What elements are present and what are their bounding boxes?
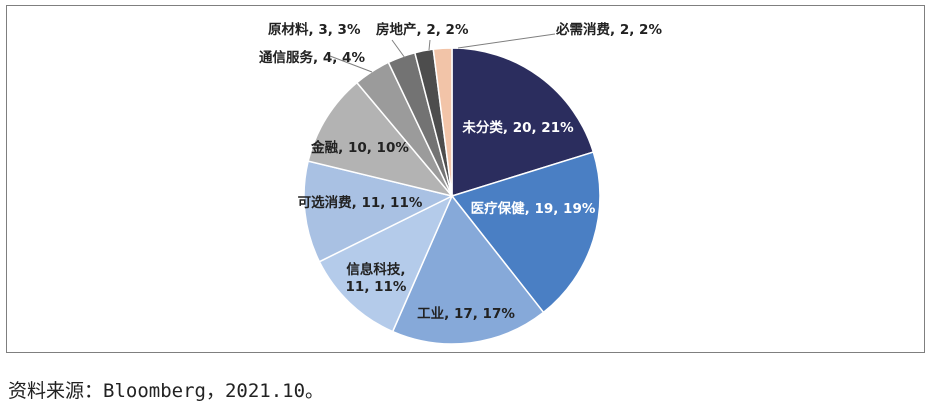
leader-line-9 — [457, 33, 556, 49]
slice-label-9: 必需消费, 2, 2% — [555, 21, 662, 38]
pie-slice-9 — [432, 47, 453, 197]
slice-label-5: 金融, 10, 10% — [310, 139, 409, 156]
pie-slice-4 — [303, 160, 455, 263]
source-note: 资料来源：Bloomberg，2021.10。 — [8, 380, 325, 402]
pie-slice-5 — [307, 81, 455, 198]
leader-line-8 — [428, 39, 431, 51]
slice-label-7: 原材料, 3, 3% — [268, 21, 361, 38]
pie-slice-2 — [391, 194, 545, 345]
leader-line-7 — [391, 39, 406, 59]
chart-frame — [6, 5, 925, 353]
slice-label-1: 医疗保健, 19, 19% — [471, 200, 596, 217]
pie-slice-3 — [318, 194, 454, 333]
pie-slice-1 — [450, 151, 601, 314]
leader-line-6 — [329, 55, 373, 73]
slice-label-0: 未分类, 20, 21% — [462, 119, 574, 136]
pie-slice-0 — [451, 47, 595, 198]
slice-label-8: 房地产, 2, 2% — [376, 21, 469, 38]
slice-label-4: 可选消费, 11, 11% — [298, 194, 423, 211]
slice-label-3: 信息科技, 11, 11% — [346, 261, 407, 295]
slice-label-6: 通信服务, 4, 4% — [259, 49, 365, 66]
slice-label-2: 工业, 17, 17% — [417, 306, 515, 322]
